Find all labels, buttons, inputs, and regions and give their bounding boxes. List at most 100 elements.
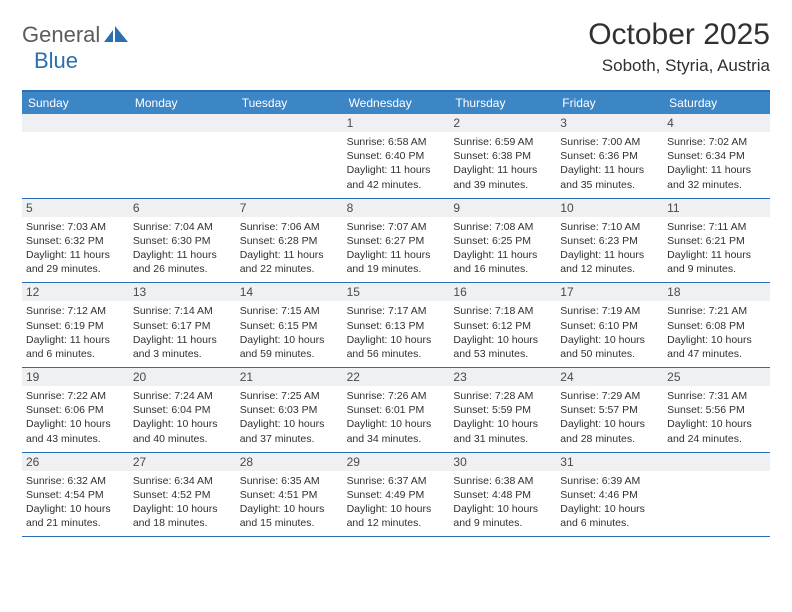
info-line: Daylight: 10 hours xyxy=(133,502,232,516)
day-info: Sunrise: 7:11 AMSunset: 6:21 PMDaylight:… xyxy=(667,220,766,277)
day-cell: 22Sunrise: 7:26 AMSunset: 6:01 PMDayligh… xyxy=(343,368,450,452)
day-number: 24 xyxy=(556,368,663,386)
day-cell xyxy=(663,453,770,537)
info-line: Sunset: 4:51 PM xyxy=(240,488,339,502)
info-line: Sunrise: 7:10 AM xyxy=(560,220,659,234)
calendar: Sunday Monday Tuesday Wednesday Thursday… xyxy=(22,90,770,537)
day-number: 8 xyxy=(343,199,450,217)
info-line: Daylight: 10 hours xyxy=(560,502,659,516)
info-line: Daylight: 10 hours xyxy=(133,417,232,431)
info-line: Daylight: 11 hours xyxy=(560,163,659,177)
info-line: and 40 minutes. xyxy=(133,432,232,446)
week-row: 12Sunrise: 7:12 AMSunset: 6:19 PMDayligh… xyxy=(22,283,770,368)
info-line: Sunset: 4:46 PM xyxy=(560,488,659,502)
day-info: Sunrise: 7:21 AMSunset: 6:08 PMDaylight:… xyxy=(667,304,766,361)
info-line: and 43 minutes. xyxy=(26,432,125,446)
info-line: Daylight: 10 hours xyxy=(240,502,339,516)
info-line: Sunset: 6:27 PM xyxy=(347,234,446,248)
info-line: Sunrise: 7:15 AM xyxy=(240,304,339,318)
logo: General xyxy=(22,18,132,48)
day-number: 16 xyxy=(449,283,556,301)
day-info: Sunrise: 6:35 AMSunset: 4:51 PMDaylight:… xyxy=(240,474,339,531)
info-line: and 9 minutes. xyxy=(667,262,766,276)
day-header: Monday xyxy=(129,92,236,114)
info-line: Sunset: 5:59 PM xyxy=(453,403,552,417)
day-info: Sunrise: 6:32 AMSunset: 4:54 PMDaylight:… xyxy=(26,474,125,531)
day-info: Sunrise: 7:28 AMSunset: 5:59 PMDaylight:… xyxy=(453,389,552,446)
info-line: and 6 minutes. xyxy=(560,516,659,530)
info-line: Sunset: 4:49 PM xyxy=(347,488,446,502)
info-line: Sunrise: 7:25 AM xyxy=(240,389,339,403)
day-number: 12 xyxy=(22,283,129,301)
info-line: Sunset: 6:01 PM xyxy=(347,403,446,417)
info-line: Sunrise: 6:34 AM xyxy=(133,474,232,488)
info-line: Sunrise: 7:17 AM xyxy=(347,304,446,318)
info-line: and 22 minutes. xyxy=(240,262,339,276)
info-line: and 31 minutes. xyxy=(453,432,552,446)
info-line: Sunset: 6:38 PM xyxy=(453,149,552,163)
day-cell: 14Sunrise: 7:15 AMSunset: 6:15 PMDayligh… xyxy=(236,283,343,367)
day-cell: 9Sunrise: 7:08 AMSunset: 6:25 PMDaylight… xyxy=(449,199,556,283)
info-line: Sunrise: 7:02 AM xyxy=(667,135,766,149)
day-header-row: Sunday Monday Tuesday Wednesday Thursday… xyxy=(22,92,770,114)
day-number: 30 xyxy=(449,453,556,471)
info-line: Daylight: 11 hours xyxy=(347,163,446,177)
info-line: Daylight: 10 hours xyxy=(240,417,339,431)
day-cell xyxy=(22,114,129,198)
info-line: Daylight: 10 hours xyxy=(347,333,446,347)
info-line: Daylight: 11 hours xyxy=(133,333,232,347)
info-line: Sunset: 5:56 PM xyxy=(667,403,766,417)
day-info: Sunrise: 7:15 AMSunset: 6:15 PMDaylight:… xyxy=(240,304,339,361)
info-line: Sunset: 6:19 PM xyxy=(26,319,125,333)
day-cell: 24 Sunrise: 7:29 AMSunset: 5:57 PMDayligh… xyxy=(556,368,663,452)
info-line: and 35 minutes. xyxy=(560,178,659,192)
title-month: October 2025 xyxy=(588,18,770,52)
info-line: Daylight: 10 hours xyxy=(453,417,552,431)
day-header: Wednesday xyxy=(343,92,450,114)
info-line: Sunset: 6:30 PM xyxy=(133,234,232,248)
info-line: Sunset: 6:04 PM xyxy=(133,403,232,417)
info-line: Sunrise: 6:37 AM xyxy=(347,474,446,488)
info-line: Sunrise: 7:00 AM xyxy=(560,135,659,149)
info-line: Daylight: 11 hours xyxy=(560,248,659,262)
info-line: Sunset: 6:12 PM xyxy=(453,319,552,333)
info-line: Sunset: 6:40 PM xyxy=(347,149,446,163)
day-number: 18 xyxy=(663,283,770,301)
day-header: Friday xyxy=(556,92,663,114)
day-number xyxy=(129,114,236,132)
info-line: Daylight: 10 hours xyxy=(347,417,446,431)
day-cell: 16Sunrise: 7:18 AMSunset: 6:12 PMDayligh… xyxy=(449,283,556,367)
day-info: Sunrise: 6:39 AMSunset: 4:46 PMDaylight:… xyxy=(560,474,659,531)
info-line: and 21 minutes. xyxy=(26,516,125,530)
info-line: Sunrise: 7:12 AM xyxy=(26,304,125,318)
info-line: Sunset: 6:03 PM xyxy=(240,403,339,417)
day-number xyxy=(22,114,129,132)
info-line: Daylight: 11 hours xyxy=(26,248,125,262)
info-line: Sunset: 6:36 PM xyxy=(560,149,659,163)
day-info: Sunrise: 7:26 AMSunset: 6:01 PMDaylight:… xyxy=(347,389,446,446)
info-line: Sunset: 6:10 PM xyxy=(560,319,659,333)
info-line: and 56 minutes. xyxy=(347,347,446,361)
day-info: Sunrise: 7:29 AMSunset: 5:57 PMDaylight:… xyxy=(560,389,659,446)
info-line: Daylight: 10 hours xyxy=(26,502,125,516)
day-number: 26 xyxy=(22,453,129,471)
day-number: 27 xyxy=(129,453,236,471)
info-line: Sunrise: 7:07 AM xyxy=(347,220,446,234)
info-line: Daylight: 10 hours xyxy=(667,417,766,431)
day-cell: 19Sunrise: 7:22 AMSunset: 6:06 PMDayligh… xyxy=(22,368,129,452)
info-line: Daylight: 10 hours xyxy=(453,333,552,347)
info-line: Daylight: 10 hours xyxy=(240,333,339,347)
day-cell: 20Sunrise: 7:24 AMSunset: 6:04 PMDayligh… xyxy=(129,368,236,452)
info-line: Sunset: 6:23 PM xyxy=(560,234,659,248)
day-number: 13 xyxy=(129,283,236,301)
day-cell: 8Sunrise: 7:07 AMSunset: 6:27 PMDaylight… xyxy=(343,199,450,283)
info-line: and 50 minutes. xyxy=(560,347,659,361)
info-line: Daylight: 10 hours xyxy=(667,333,766,347)
day-cell: 2Sunrise: 6:59 AMSunset: 6:38 PMDaylight… xyxy=(449,114,556,198)
day-number: 5 xyxy=(22,199,129,217)
day-header: Tuesday xyxy=(236,92,343,114)
day-info: Sunrise: 7:12 AMSunset: 6:19 PMDaylight:… xyxy=(26,304,125,361)
day-cell: 13Sunrise: 7:14 AMSunset: 6:17 PMDayligh… xyxy=(129,283,236,367)
day-header: Thursday xyxy=(449,92,556,114)
day-number xyxy=(236,114,343,132)
